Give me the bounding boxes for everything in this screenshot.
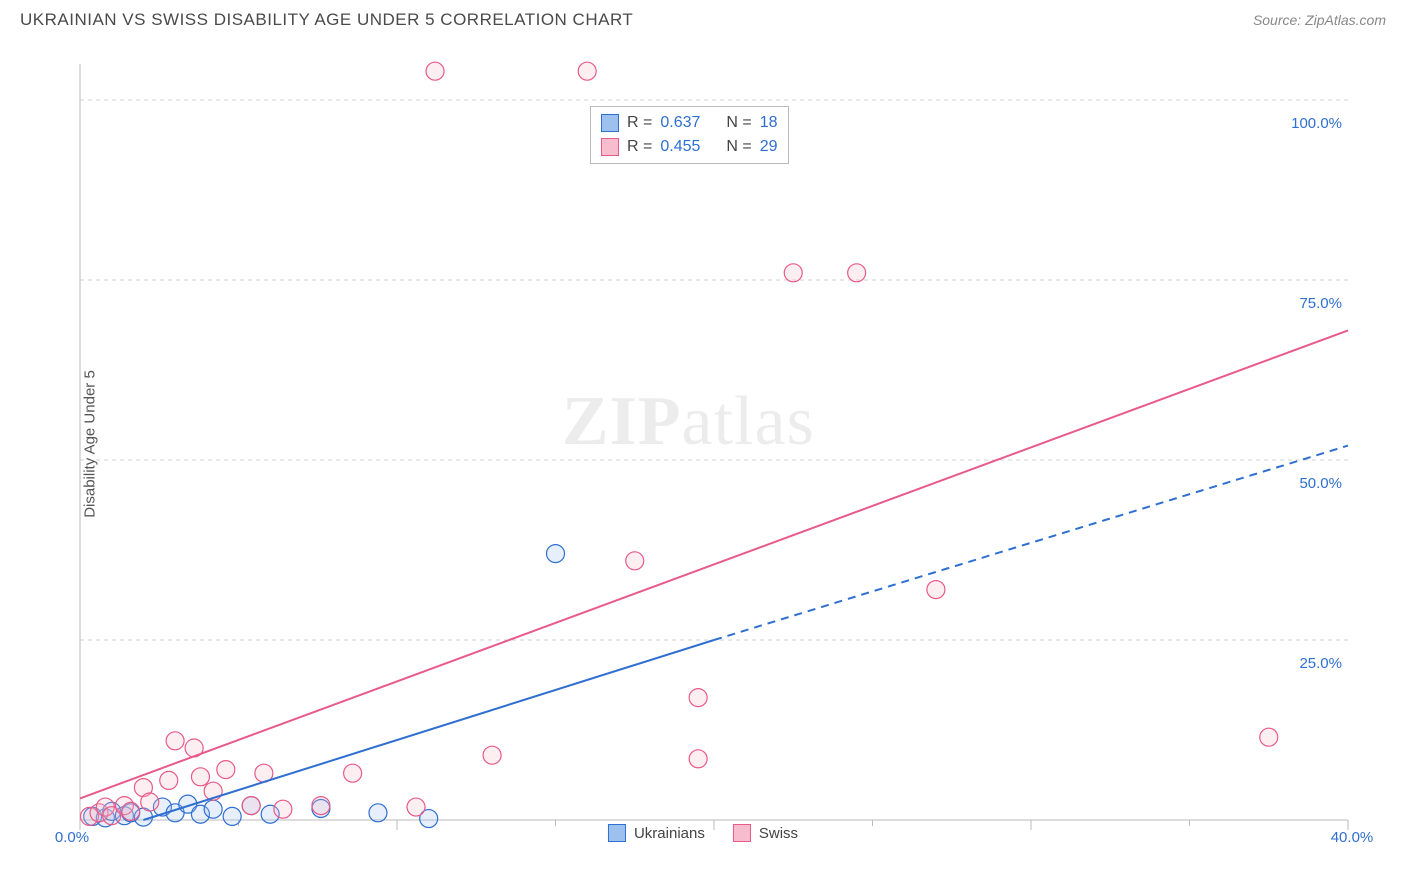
- svg-text:100.0%: 100.0%: [1291, 115, 1342, 132]
- data-point: [204, 800, 222, 818]
- data-point: [578, 62, 596, 80]
- data-point: [626, 552, 644, 570]
- series-swatch: [601, 138, 619, 156]
- svg-text:0.0%: 0.0%: [55, 829, 89, 844]
- data-point: [122, 802, 140, 820]
- data-point: [344, 764, 362, 782]
- chart-container: Disability Age Under 5 25.0% 50.0% 75.0% 10…: [20, 44, 1386, 844]
- r-value: 0.637: [660, 111, 700, 135]
- data-point: [166, 732, 184, 750]
- svg-text:25.0%: 25.0%: [1299, 655, 1342, 672]
- svg-text:40.0%: 40.0%: [1331, 829, 1374, 844]
- trend-line: [143, 640, 714, 820]
- chart-title: UKRAINIAN VS SWISS DISABILITY AGE UNDER …: [20, 10, 633, 30]
- r-label: R =: [627, 111, 652, 135]
- series-swatch: [601, 114, 619, 132]
- data-point: [784, 264, 802, 282]
- data-point: [242, 797, 260, 815]
- legend: Ukrainians Swiss: [608, 824, 798, 842]
- stats-row: R = 0.455 N = 29: [601, 135, 778, 159]
- data-point: [141, 793, 159, 811]
- data-point: [191, 768, 209, 786]
- svg-text:75.0%: 75.0%: [1299, 295, 1342, 312]
- legend-item: Ukrainians: [608, 824, 705, 842]
- svg-text:50.0%: 50.0%: [1299, 475, 1342, 492]
- data-point: [689, 750, 707, 768]
- source-credit: Source: ZipAtlas.com: [1253, 12, 1386, 28]
- data-point: [483, 746, 501, 764]
- n-label: N =: [726, 135, 751, 159]
- n-value: 18: [760, 111, 778, 135]
- data-point: [407, 798, 425, 816]
- n-value: 29: [760, 135, 778, 159]
- data-point: [217, 761, 235, 779]
- r-value: 0.455: [660, 135, 700, 159]
- data-point: [547, 545, 565, 563]
- trend-line-extrapolated: [714, 446, 1348, 640]
- data-point: [312, 797, 330, 815]
- scatter-chart: 25.0% 50.0% 75.0% 100.0% 0.0% 40.0%: [20, 44, 1386, 844]
- data-point: [689, 689, 707, 707]
- legend-swatch: [608, 824, 626, 842]
- y-axis-label: Disability Age Under 5: [81, 370, 98, 518]
- correlation-stats-box: R = 0.637 N = 18 R = 0.455 N = 29: [590, 106, 789, 164]
- data-point: [223, 807, 241, 825]
- data-point: [848, 264, 866, 282]
- r-label: R =: [627, 135, 652, 159]
- legend-swatch: [733, 824, 751, 842]
- data-point: [1260, 728, 1278, 746]
- data-point: [160, 771, 178, 789]
- n-label: N =: [726, 111, 751, 135]
- data-point: [927, 581, 945, 599]
- legend-label: Swiss: [759, 825, 798, 842]
- data-point: [274, 800, 292, 818]
- legend-label: Ukrainians: [634, 825, 705, 842]
- data-point: [369, 804, 387, 822]
- legend-item: Swiss: [733, 824, 798, 842]
- trend-line: [80, 330, 1348, 798]
- data-point: [426, 62, 444, 80]
- stats-row: R = 0.637 N = 18: [601, 111, 778, 135]
